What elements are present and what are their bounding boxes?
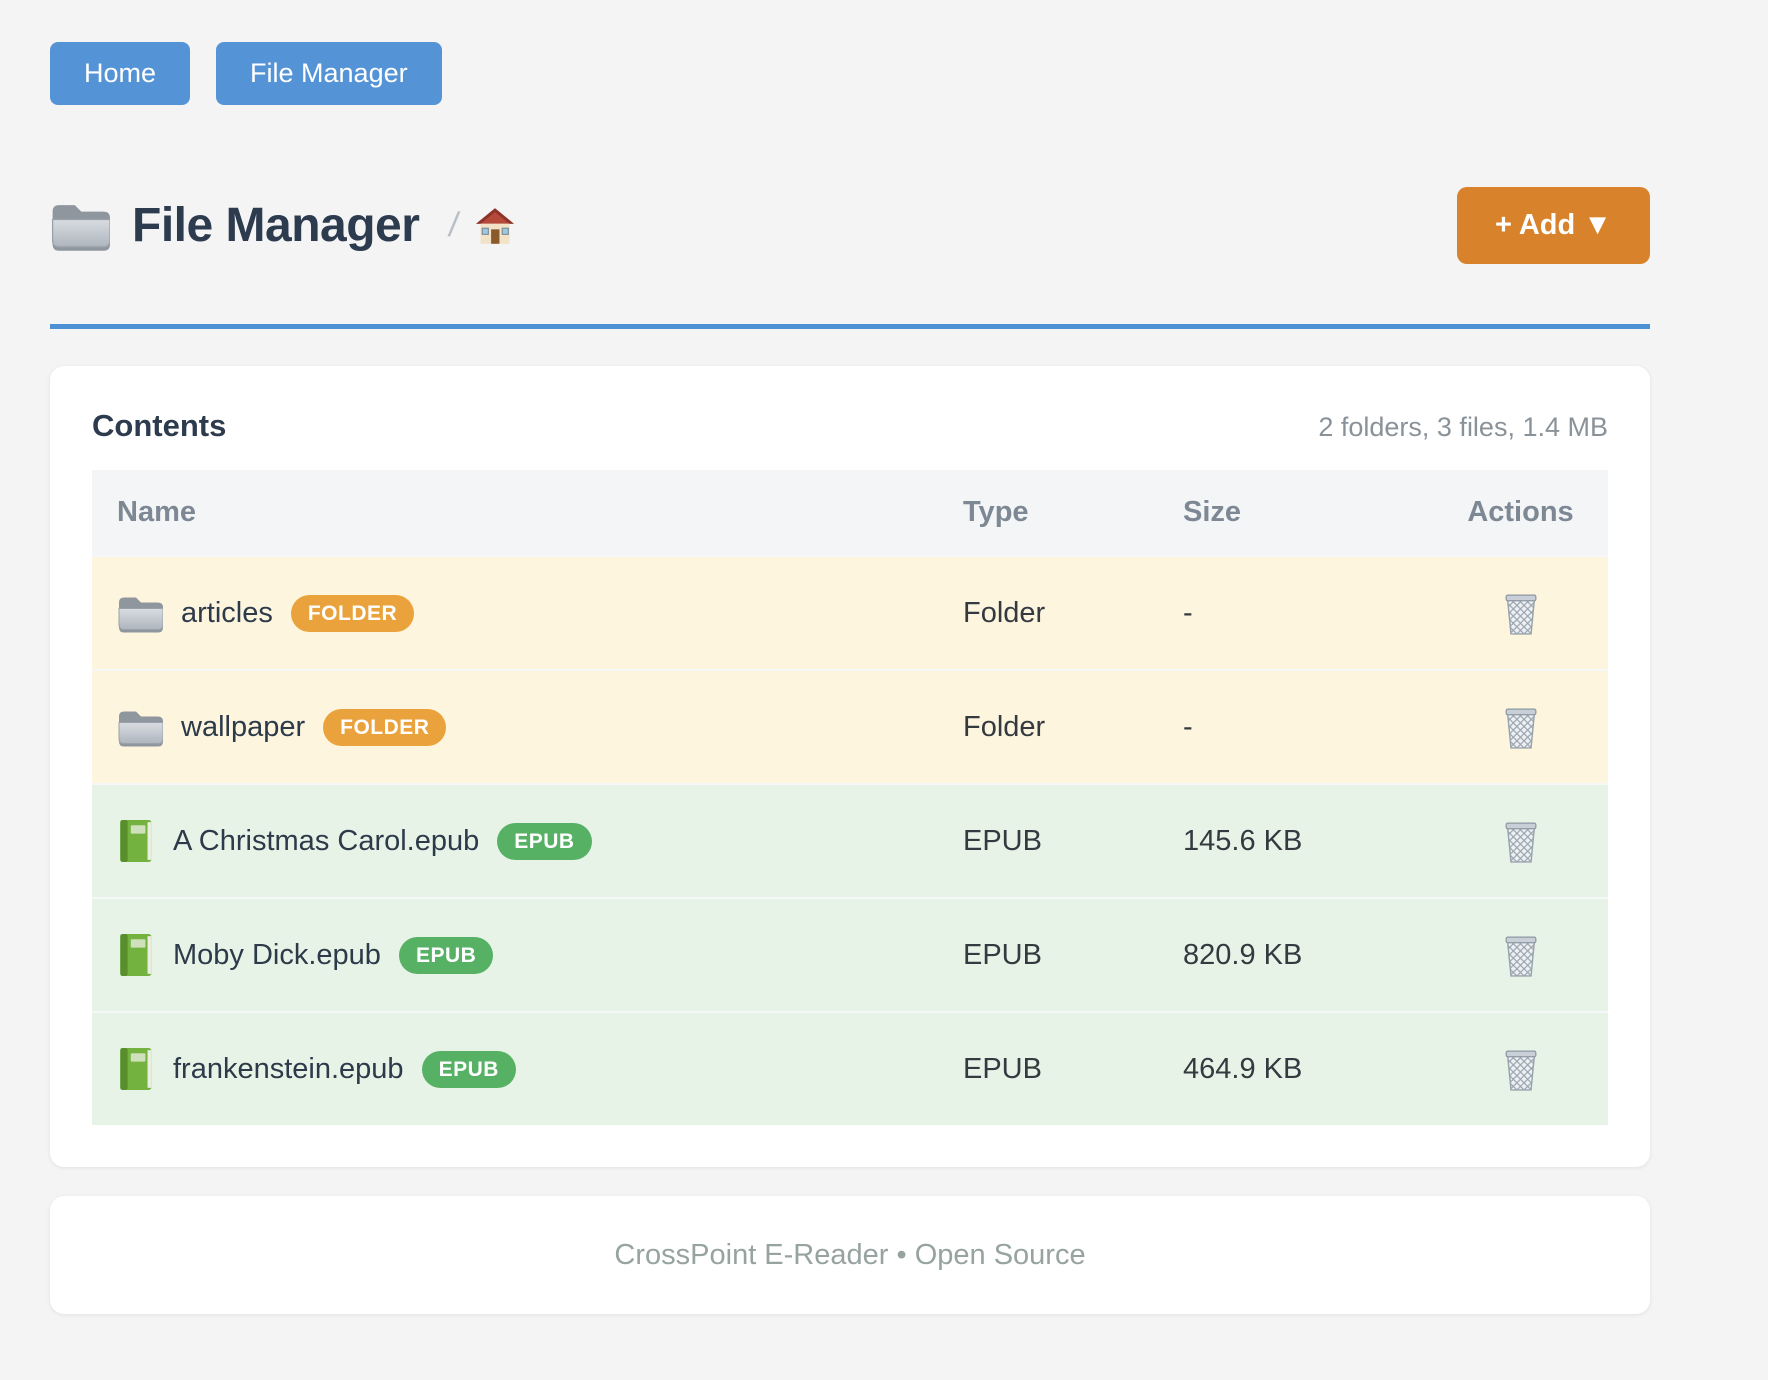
delete-button[interactable] — [1498, 587, 1544, 640]
actions-cell — [1433, 929, 1608, 982]
type-badge: FOLDER — [290, 594, 415, 632]
delete-button[interactable] — [1498, 929, 1544, 982]
name-cell[interactable]: Moby Dick.epub EPUB — [92, 933, 948, 977]
footer-text: CrossPoint E-Reader • Open Source — [614, 1238, 1086, 1271]
table-row[interactable]: A Christmas Carol.epub EPUB EPUB 145.6 K… — [92, 783, 1608, 897]
table-row[interactable]: Moby Dick.epub EPUB EPUB 820.9 KB — [92, 897, 1608, 1011]
file-table-body: articles FOLDER Folder - — [92, 555, 1608, 1125]
delete-button[interactable] — [1498, 815, 1544, 868]
file-name-label: articles — [181, 596, 273, 629]
column-header-actions: Actions — [1467, 496, 1574, 528]
actions-cell — [1433, 1043, 1608, 1096]
actions-cell — [1433, 701, 1608, 754]
type-cell: EPUB — [963, 1052, 1042, 1085]
book-icon — [117, 819, 155, 863]
file-name-label: frankenstein.epub — [173, 1052, 404, 1085]
type-badge: EPUB — [497, 822, 592, 860]
type-cell: EPUB — [963, 824, 1042, 857]
file-table-header: Name Type Size Actions — [92, 470, 1608, 555]
size-cell: 464.9 KB — [1183, 1052, 1303, 1085]
contents-title: Contents — [92, 408, 227, 443]
actions-cell — [1433, 587, 1608, 640]
type-cell: Folder — [963, 596, 1046, 629]
breadcrumb-separator: / — [446, 206, 462, 244]
home-button[interactable]: Home — [50, 42, 191, 105]
home-icon[interactable] — [475, 207, 515, 245]
trash-icon — [1502, 591, 1540, 636]
name-cell[interactable]: wallpaper FOLDER — [92, 708, 948, 747]
column-header-name: Name — [117, 496, 196, 528]
folder-icon — [117, 594, 163, 633]
page-header: File Manager / + Add ▼ — [50, 187, 1650, 264]
type-badge: FOLDER — [323, 708, 447, 746]
folder-icon — [117, 708, 163, 747]
top-nav: Home File Manager — [50, 0, 1650, 105]
page-title-text: File Manager — [132, 199, 420, 252]
file-name-label: wallpaper — [181, 710, 306, 743]
table-row[interactable]: frankenstein.epub EPUB EPUB 464.9 KB — [92, 1011, 1608, 1125]
name-cell[interactable]: A Christmas Carol.epub EPUB — [92, 819, 948, 863]
trash-icon — [1502, 705, 1540, 750]
name-cell[interactable]: frankenstein.epub EPUB — [92, 1047, 948, 1091]
file-name-label: Moby Dick.epub — [173, 938, 381, 971]
type-badge: EPUB — [398, 936, 494, 974]
file-manager-button[interactable]: File Manager — [216, 42, 442, 105]
book-icon — [117, 1047, 155, 1091]
delete-button[interactable] — [1498, 701, 1544, 754]
table-row[interactable]: wallpaper FOLDER Folder - — [92, 669, 1608, 783]
type-cell: Folder — [963, 710, 1046, 743]
size-cell: - — [1183, 710, 1193, 743]
add-button[interactable]: + Add ▼ — [1456, 187, 1650, 264]
page-title: File Manager — [50, 198, 420, 253]
contents-card: Contents 2 folders, 3 files, 1.4 MB Name… — [50, 366, 1650, 1167]
size-cell: 820.9 KB — [1183, 938, 1303, 971]
book-icon — [117, 933, 155, 977]
size-cell: - — [1183, 596, 1193, 629]
trash-icon — [1502, 1047, 1540, 1092]
size-cell: 145.6 KB — [1183, 824, 1303, 857]
delete-button[interactable] — [1498, 1043, 1544, 1096]
trash-icon — [1502, 933, 1540, 978]
breadcrumb: / — [446, 206, 515, 245]
type-cell: EPUB — [963, 938, 1042, 971]
footer: CrossPoint E-Reader • Open Source — [50, 1196, 1650, 1314]
header-divider — [50, 324, 1650, 329]
file-table: Name Type Size Actions — [92, 470, 1608, 1125]
type-badge: EPUB — [421, 1050, 516, 1088]
contents-header: Contents 2 folders, 3 files, 1.4 MB — [92, 408, 1608, 444]
page-container: Home File Manager File Manager / — [50, 0, 1650, 1314]
column-header-type: Type — [963, 496, 1029, 528]
actions-cell — [1433, 815, 1608, 868]
folder-icon — [50, 201, 110, 251]
column-header-size: Size — [1183, 496, 1242, 528]
file-name-label: A Christmas Carol.epub — [173, 824, 480, 857]
contents-summary: 2 folders, 3 files, 1.4 MB — [1318, 412, 1608, 442]
name-cell[interactable]: articles FOLDER — [92, 594, 948, 633]
trash-icon — [1502, 819, 1540, 864]
table-row[interactable]: articles FOLDER Folder - — [92, 555, 1608, 669]
